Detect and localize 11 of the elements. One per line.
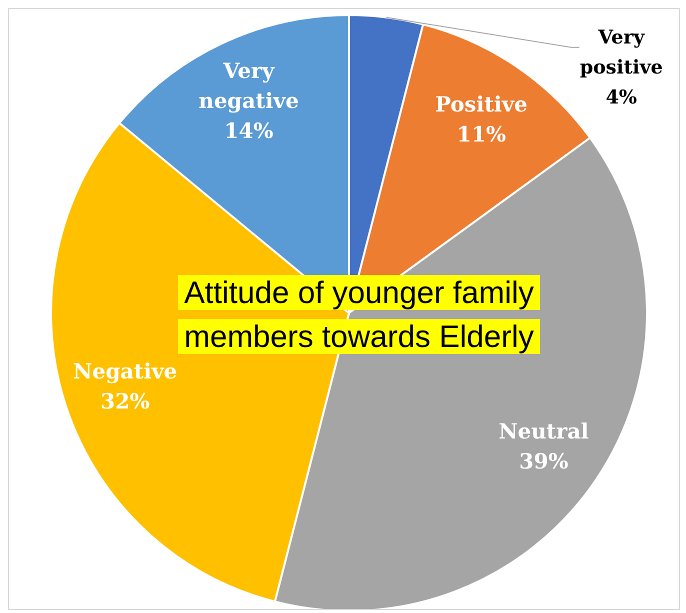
data-label: 14% <box>224 117 274 142</box>
data-label: 4% <box>606 86 637 108</box>
slice-label: Very negative <box>198 57 299 112</box>
slice-label: Negative <box>73 358 178 384</box>
data-label: 39% <box>519 448 568 473</box>
slice-label: Neutral <box>498 418 589 443</box>
data-label: 32% <box>100 388 150 414</box>
slice-label: Very positive <box>580 26 663 78</box>
data-label: 11% <box>456 120 506 146</box>
slice-label: Positive <box>435 90 528 116</box>
text: Attitude of younger family members towards Elderly <box>178 275 540 354</box>
